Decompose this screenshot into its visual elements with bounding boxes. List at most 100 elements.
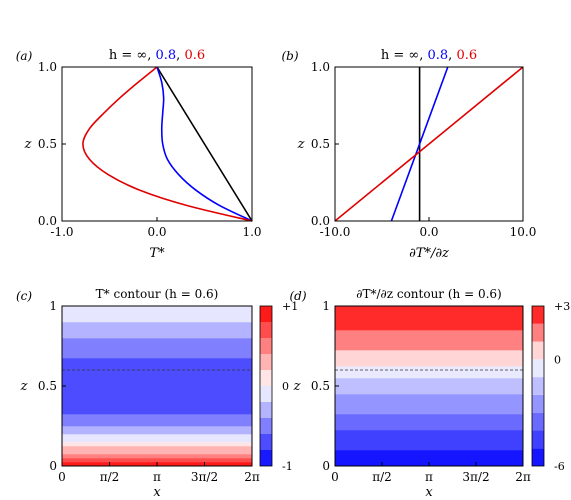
contour-band [62,317,252,323]
y-tick-label: 0.0 [38,214,57,228]
colorbar-label: +1 [282,300,298,313]
contour-band [62,393,252,399]
x-tick-label: 0.0 [147,225,166,239]
title-part-0: 0.8 [155,48,176,63]
x-axis-label: T* [149,246,165,261]
series-line-2 [82,66,253,222]
contour-band [335,457,523,463]
panel-label: (a) [16,49,33,63]
x-tick-label: 0 [331,470,339,484]
panel-label: (c) [16,289,32,303]
colorbar-segment [260,386,272,402]
contour-band [335,421,523,427]
series-line-0 [156,66,253,222]
title-part-1: , [448,48,456,63]
x-tick-label: 0.0 [419,225,438,239]
contour-band [335,413,523,419]
colorbar-segment [260,322,272,338]
colorbar-segment [260,434,272,450]
x-tick-label: π/2 [372,470,392,484]
contour-band [62,365,252,371]
contour-band [335,373,523,379]
contour-band [335,337,523,343]
colorbar-segment [260,370,272,386]
contour-band [335,401,523,407]
x-tick-label: 3π/2 [191,470,218,484]
contour-band [62,357,252,363]
colorbar-segment [260,402,272,418]
contour-band [335,385,523,391]
panel-b: (b) h = ∞, 0.8, 0.6-10.0 0.0 10.00.00.51.0∂… [281,48,536,261]
contour-band [62,429,252,435]
x-tick-label: π/2 [100,470,120,484]
colorbar-segment [532,341,544,360]
colorbar-segment [532,359,544,378]
colorbar-segment [532,448,544,466]
y-tick-label: 1 [322,299,330,313]
contour-band [335,409,523,415]
x-axis-label: ∂T*/∂z [409,246,449,261]
contour-band [62,413,252,419]
contour-band [62,345,252,351]
colorbar-segment [260,306,272,322]
contour-band [335,429,523,435]
y-axis-label: z [297,137,305,152]
contour-band [62,309,252,315]
x-tick-label: 3π/2 [462,470,489,484]
y-tick-label: 0 [49,459,57,473]
contour-band [335,369,523,375]
x-axis-label: x [425,485,433,500]
contour-band [62,445,252,451]
colorbar-segment [532,430,544,449]
contour-band [335,425,523,431]
panel-d: (d) ∂T*/∂z contour (h = 0.6) +3 0 -6 0 π/2 π 3π/… [289,287,570,500]
panel-c: (c) T* contour (h = 0.6) +1 0 -1 0 π/2 π 3π/2 2π 0… [16,287,298,500]
contour-band [62,321,252,327]
x-tick-label: 0 [58,470,66,484]
contour-band [62,313,252,319]
colorbar-label: -1 [282,460,293,473]
contour-band [62,421,252,427]
contour-band [62,369,252,375]
contour-band [62,337,252,343]
contour-band [335,433,523,439]
contour-band [335,329,523,335]
contour-band [62,349,252,355]
contour-band [335,333,523,339]
contour-band [62,441,252,447]
contour-band [335,445,523,451]
contour-band [335,393,523,399]
contour-band [62,397,252,403]
colorbar-segment [260,450,272,466]
colorbar-segment [532,377,544,395]
contour-band [335,325,523,331]
colorbar-segment [260,354,272,370]
contour-band [335,361,523,367]
contour-band [335,389,523,395]
y-axis-label: z [20,379,28,394]
contour-band [335,345,523,351]
y-axis-label: z [293,379,301,394]
contour-band [335,305,523,311]
panel-label: (d) [289,289,306,303]
contour-band [335,341,523,347]
y-tick-label: 1.0 [311,60,330,74]
x-tick-label: -10.0 [320,225,351,239]
contour-band [335,317,523,323]
y-tick-label: 0.5 [311,379,330,393]
contour-band [62,381,252,387]
colorbar-label: 0 [282,380,289,393]
colorbar-label: +3 [554,300,570,313]
x-tick-label: -1.0 [50,225,73,239]
x-axis-label: x [153,485,161,500]
contour-band [62,329,252,335]
contour-band [62,377,252,383]
contour-band [62,361,252,367]
y-tick-label: 1.0 [38,60,57,74]
contour-band [62,457,252,463]
panel-title: T* contour (h = 0.6) [96,287,219,301]
title-part-2: 0.6 [184,48,205,63]
contour-band [62,401,252,407]
contour-band [62,389,252,395]
